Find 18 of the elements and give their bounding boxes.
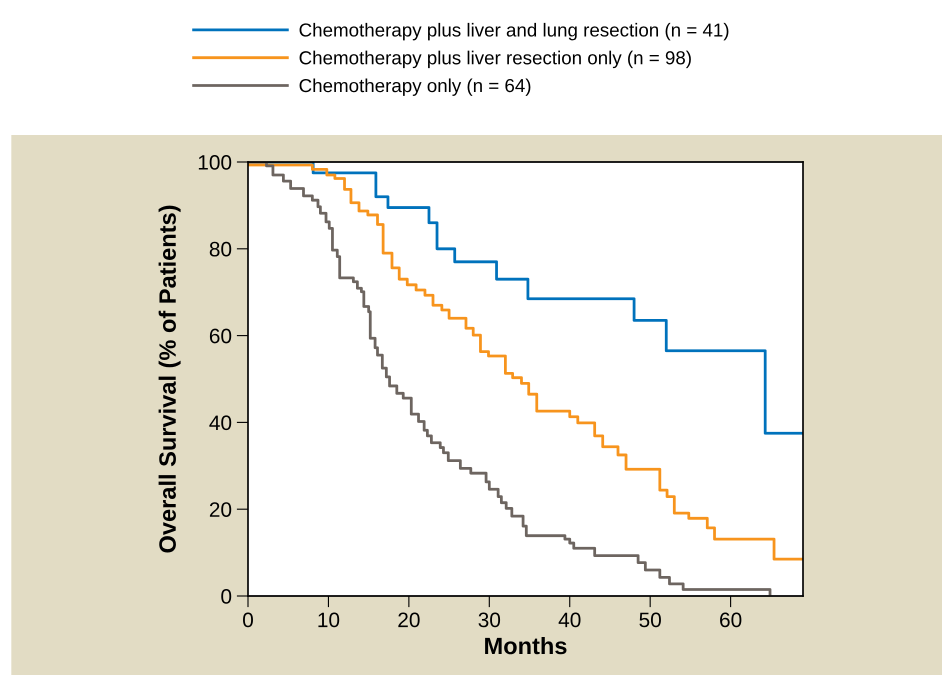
- y-tick-label: 0: [221, 589, 232, 604]
- legend-label: Chemotherapy plus liver and lung resection (n = 41): [300, 22, 728, 40]
- y-axis-title: Overall Survival (% of Patients): [158, 206, 181, 553]
- x-tick-label: 0: [243, 612, 253, 628]
- x-tick-label: 10: [318, 612, 340, 628]
- legend-label: Chemotherapy only (n = 64): [300, 78, 530, 96]
- y-tick-label: 100: [198, 155, 232, 170]
- x-tick-label: 20: [398, 612, 420, 628]
- x-tick-label: 50: [639, 612, 661, 628]
- x-tick-label: 30: [478, 612, 500, 628]
- y-tick-label: 20: [210, 502, 232, 517]
- y-tick-label: 60: [210, 328, 232, 344]
- x-tick-label: 40: [558, 612, 581, 628]
- y-tick-label: 80: [210, 242, 232, 257]
- x-axis-title: Months: [485, 636, 566, 654]
- y-tick-label: 40: [209, 415, 232, 430]
- x-tick-label: 60: [720, 612, 742, 628]
- legend-label: Chemotherapy plus liver resection only (n = 98): [300, 50, 691, 68]
